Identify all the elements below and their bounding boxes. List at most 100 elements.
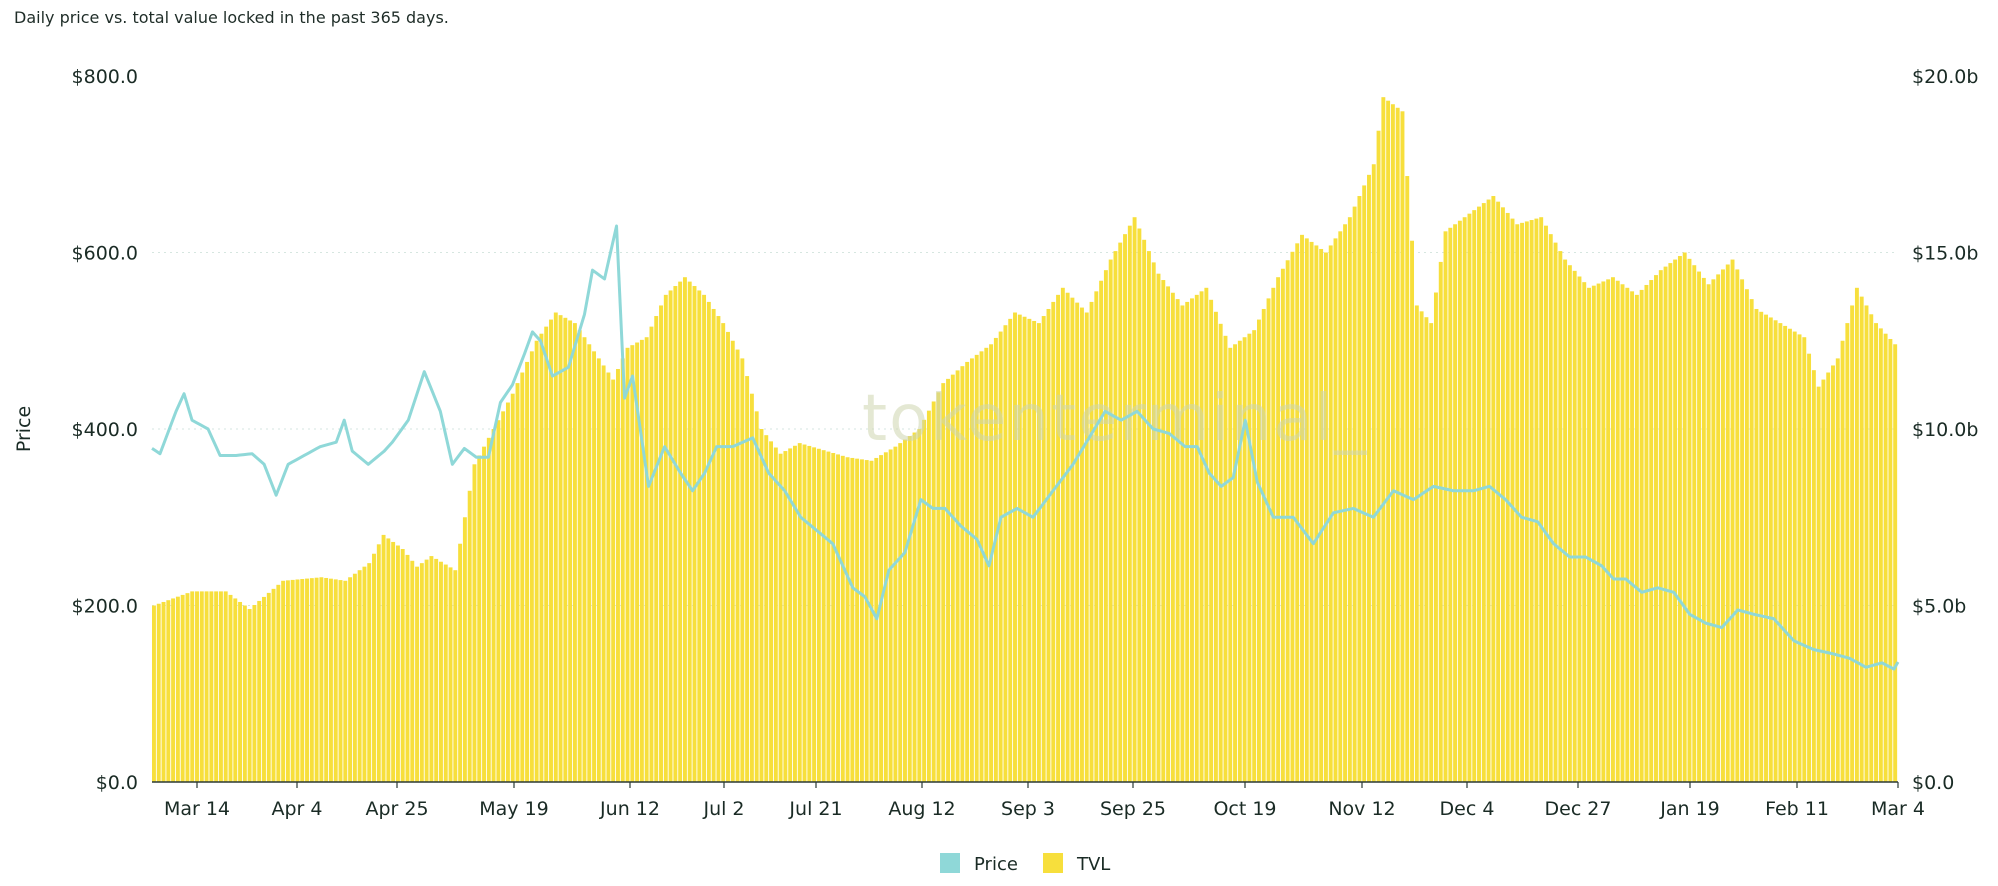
tvl-bar[interactable] [950, 374, 955, 782]
tvl-bar[interactable] [721, 323, 726, 782]
tvl-bar[interactable] [1032, 320, 1037, 782]
tvl-bar[interactable] [850, 457, 855, 782]
tvl-bar[interactable] [214, 591, 219, 782]
tvl-bar[interactable] [305, 578, 309, 782]
tvl-bar[interactable] [1625, 287, 1630, 782]
tvl-bar[interactable] [1835, 358, 1840, 782]
tvl-bar[interactable] [726, 331, 730, 782]
tvl-bar[interactable] [812, 447, 817, 782]
tvl-bar[interactable] [1740, 279, 1745, 782]
tvl-bar[interactable] [802, 444, 807, 782]
tvl-bar[interactable] [783, 451, 788, 782]
tvl-bar[interactable] [328, 578, 333, 782]
tvl-bar[interactable] [969, 358, 974, 782]
tvl-bar[interactable] [1247, 333, 1252, 782]
tvl-bar[interactable] [491, 429, 496, 782]
tvl-bar[interactable] [1357, 196, 1362, 782]
tvl-bar[interactable] [343, 580, 348, 782]
tvl-bar[interactable] [1414, 305, 1419, 782]
tvl-bar[interactable] [692, 286, 697, 782]
tvl-bar[interactable] [1735, 269, 1740, 782]
tvl-bar[interactable] [1883, 333, 1888, 782]
tvl-bar[interactable] [582, 337, 587, 782]
tvl-bar[interactable] [1572, 270, 1577, 782]
tvl-bar[interactable] [1223, 335, 1228, 782]
tvl-bar[interactable] [1065, 292, 1070, 782]
tvl-bar[interactable] [505, 402, 510, 782]
tvl-bar[interactable] [1534, 218, 1539, 783]
tvl-bar[interactable] [1309, 241, 1314, 782]
tvl-bar[interactable] [247, 609, 252, 782]
tvl-bar[interactable] [941, 383, 946, 782]
tvl-bar[interactable] [1386, 100, 1391, 782]
tvl-bar[interactable] [1601, 281, 1606, 782]
tvl-bar[interactable] [1127, 225, 1132, 783]
tvl-bar[interactable] [1060, 287, 1065, 782]
tvl-bar[interactable] [592, 351, 597, 782]
tvl-bar[interactable] [1424, 317, 1429, 782]
tvl-bar[interactable] [152, 605, 156, 783]
tvl-bar[interactable] [697, 290, 702, 782]
tvl-bar[interactable] [501, 411, 506, 782]
tvl-bar[interactable] [1146, 251, 1151, 783]
tvl-bar[interactable] [903, 439, 907, 782]
tvl-bar[interactable] [883, 452, 888, 782]
tvl-bar[interactable] [1156, 273, 1161, 782]
tvl-bar[interactable] [1620, 284, 1625, 782]
tvl-bar[interactable] [324, 577, 329, 782]
tvl-bar[interactable] [635, 342, 640, 782]
tvl-bar[interactable] [1443, 231, 1448, 782]
tvl-bar[interactable] [1257, 319, 1261, 782]
tvl-bar[interactable] [974, 354, 979, 782]
tvl-bar[interactable] [357, 570, 362, 782]
tvl-bar[interactable] [553, 312, 558, 782]
tvl-bar[interactable] [754, 411, 759, 782]
tvl-bar[interactable] [1132, 217, 1137, 782]
tvl-bar[interactable] [1319, 248, 1324, 783]
tvl-bar[interactable] [429, 556, 434, 782]
tvl-bar[interactable] [1668, 263, 1673, 783]
tvl-bar[interactable] [1816, 386, 1821, 782]
tvl-bar[interactable] [482, 446, 486, 782]
tvl-bar[interactable] [352, 573, 357, 782]
tvl-bar[interactable] [1677, 256, 1682, 782]
tvl-bar[interactable] [166, 600, 171, 782]
tvl-bar[interactable] [333, 579, 338, 782]
tvl-bar[interactable] [348, 577, 353, 782]
tvl-bar[interactable] [1103, 270, 1108, 782]
tvl-bar[interactable] [534, 340, 539, 782]
tvl-bar[interactable] [1228, 347, 1233, 782]
tvl-bar[interactable] [1013, 312, 1017, 782]
tvl-bar[interactable] [1725, 264, 1730, 783]
tvl-bar[interactable] [601, 365, 606, 782]
tvl-bar[interactable] [616, 368, 620, 782]
tvl-bar[interactable] [1123, 234, 1127, 782]
tvl-bar[interactable] [840, 455, 845, 782]
tvl-bar[interactable] [314, 577, 319, 782]
tvl-bar[interactable] [1209, 299, 1214, 782]
tvl-bar[interactable] [1840, 340, 1845, 782]
tvl-bar[interactable] [1041, 316, 1046, 782]
tvl-bar[interactable] [1271, 287, 1276, 782]
tvl-bar[interactable] [1486, 199, 1491, 783]
tvl-bar[interactable] [1515, 224, 1520, 782]
tvl-bar[interactable] [381, 534, 386, 782]
tvl-bar[interactable] [879, 455, 884, 782]
tvl-bar[interactable] [372, 553, 376, 782]
tvl-bar[interactable] [1654, 275, 1658, 782]
tvl-bar[interactable] [486, 437, 491, 782]
tvl-bar[interactable] [644, 337, 649, 782]
tvl-bar[interactable] [443, 564, 448, 782]
legend-item-price[interactable]: Price [940, 853, 1018, 875]
tvl-bar[interactable] [659, 305, 663, 782]
tvl-bar[interactable] [563, 317, 568, 782]
tvl-bar[interactable] [1701, 277, 1706, 782]
tvl-bar[interactable] [175, 596, 180, 782]
tvl-bar[interactable] [673, 286, 678, 782]
tvl-bar[interactable] [711, 308, 716, 782]
tvl-bar[interactable] [922, 419, 927, 782]
tvl-bar[interactable] [716, 316, 721, 782]
tvl-bar[interactable] [400, 549, 405, 782]
tvl-bar[interactable] [1367, 174, 1371, 783]
tvl-bar[interactable] [1524, 221, 1529, 782]
